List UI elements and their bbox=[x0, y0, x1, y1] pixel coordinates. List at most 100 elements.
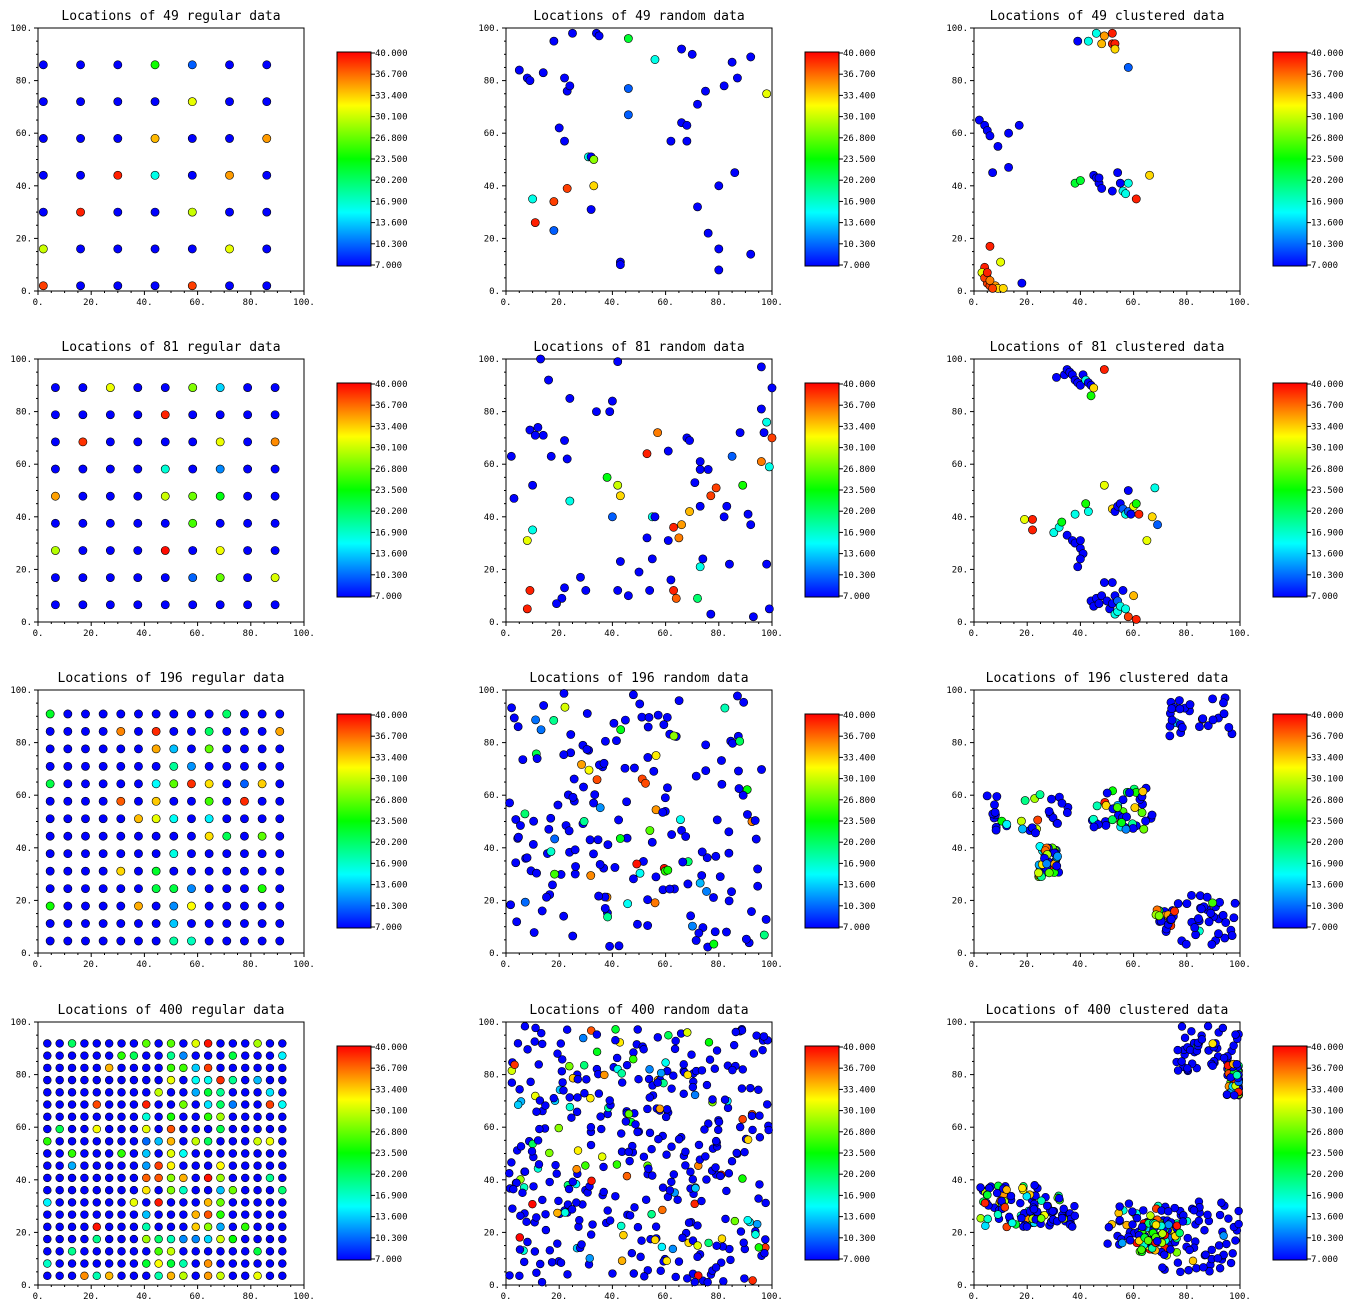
data-point bbox=[243, 518, 253, 528]
data-point bbox=[265, 1112, 275, 1122]
data-point bbox=[588, 1220, 597, 1229]
data-point bbox=[643, 895, 653, 905]
colorbar-tick-label: 10.300 bbox=[1311, 240, 1344, 250]
data-point bbox=[241, 1039, 250, 1048]
data-point bbox=[43, 1185, 52, 1195]
data-point bbox=[670, 1044, 680, 1054]
data-point bbox=[1229, 913, 1239, 923]
data-point bbox=[278, 1234, 287, 1244]
data-point bbox=[603, 1206, 612, 1215]
data-point bbox=[191, 1271, 200, 1280]
data-point bbox=[716, 1171, 725, 1181]
data-point bbox=[528, 839, 538, 849]
data-point bbox=[265, 1137, 275, 1146]
data-point bbox=[528, 480, 537, 490]
data-point bbox=[222, 796, 232, 806]
data-point bbox=[117, 1198, 126, 1207]
data-point bbox=[203, 1124, 213, 1134]
data-point bbox=[188, 600, 198, 610]
x-tick-label: 20. bbox=[1019, 960, 1035, 970]
data-point bbox=[666, 136, 676, 146]
data-point bbox=[133, 600, 143, 610]
data-point bbox=[1103, 1239, 1112, 1248]
data-point bbox=[565, 81, 575, 91]
data-point bbox=[983, 1214, 992, 1224]
data-point bbox=[166, 1198, 176, 1207]
data-point bbox=[750, 816, 760, 825]
y-tick-label: 20. bbox=[952, 234, 968, 244]
data-point bbox=[104, 1247, 114, 1256]
data-point bbox=[166, 1124, 176, 1134]
data-point bbox=[729, 1040, 739, 1050]
colorbar-tick-label: 30.100 bbox=[843, 775, 876, 785]
data-point bbox=[724, 848, 734, 858]
data-point bbox=[222, 919, 232, 928]
data-point bbox=[722, 1186, 731, 1196]
data-point bbox=[1222, 1239, 1231, 1249]
data-point bbox=[619, 1230, 628, 1240]
data-point bbox=[1175, 1228, 1184, 1238]
data-point bbox=[523, 1045, 532, 1054]
data-point bbox=[669, 586, 678, 595]
colorbar-tick-label: 36.700 bbox=[375, 732, 408, 742]
x-tick-label: 40. bbox=[136, 629, 152, 639]
data-point bbox=[676, 815, 685, 824]
data-point bbox=[51, 600, 60, 610]
data-point bbox=[1107, 186, 1117, 196]
data-point bbox=[608, 396, 617, 406]
data-point bbox=[535, 1124, 544, 1134]
colorbar-tick-label: 10.300 bbox=[843, 1234, 876, 1244]
data-point bbox=[1231, 1030, 1240, 1039]
data-point bbox=[92, 1247, 101, 1256]
data-point bbox=[67, 1198, 77, 1207]
colorbar-tick-label: 7.000 bbox=[843, 1255, 870, 1265]
y-tick-label: 0. bbox=[489, 287, 500, 297]
data-point bbox=[270, 491, 280, 501]
data-point bbox=[257, 796, 267, 806]
data-point bbox=[629, 874, 638, 884]
y-tick-label: 100. bbox=[946, 24, 968, 34]
data-point bbox=[576, 572, 585, 582]
data-point bbox=[557, 1067, 567, 1076]
data-point bbox=[739, 1238, 748, 1247]
data-point bbox=[278, 1075, 287, 1085]
data-point bbox=[179, 1039, 188, 1048]
data-point bbox=[222, 901, 232, 911]
data-point bbox=[1224, 722, 1234, 732]
data-point bbox=[105, 464, 115, 474]
data-point bbox=[166, 1247, 176, 1256]
data-point bbox=[151, 709, 161, 719]
data-point bbox=[553, 1049, 562, 1058]
data-point bbox=[243, 573, 253, 583]
x-tick-label: 60. bbox=[1125, 1292, 1141, 1302]
data-point bbox=[612, 736, 621, 746]
data-point bbox=[105, 410, 115, 420]
data-point bbox=[759, 1032, 769, 1041]
data-point bbox=[663, 536, 673, 545]
data-point bbox=[216, 1198, 225, 1207]
data-point bbox=[702, 853, 712, 863]
y-tick-label: 100. bbox=[478, 24, 500, 34]
data-point bbox=[553, 1208, 562, 1218]
data-point bbox=[653, 710, 663, 720]
data-point bbox=[664, 1031, 673, 1040]
data-point bbox=[154, 1124, 163, 1134]
data-point bbox=[577, 760, 586, 769]
data-point bbox=[702, 1175, 711, 1184]
colorbar-tick-label: 23.500 bbox=[375, 486, 408, 496]
data-point bbox=[560, 702, 570, 712]
data-point bbox=[253, 1173, 262, 1183]
x-tick-label: 100. bbox=[293, 1292, 315, 1302]
data-point bbox=[703, 228, 713, 238]
x-tick-label: 40. bbox=[1072, 1292, 1088, 1302]
data-point bbox=[589, 849, 598, 859]
data-point bbox=[203, 1075, 213, 1085]
data-point bbox=[188, 491, 198, 501]
data-point bbox=[667, 1084, 676, 1093]
y-tick-label: 20. bbox=[16, 234, 32, 244]
data-point bbox=[720, 703, 730, 713]
colorbar-tick-label: 7.000 bbox=[375, 261, 402, 271]
data-point bbox=[560, 1208, 570, 1217]
data-point bbox=[568, 931, 578, 941]
data-point bbox=[253, 1088, 262, 1097]
